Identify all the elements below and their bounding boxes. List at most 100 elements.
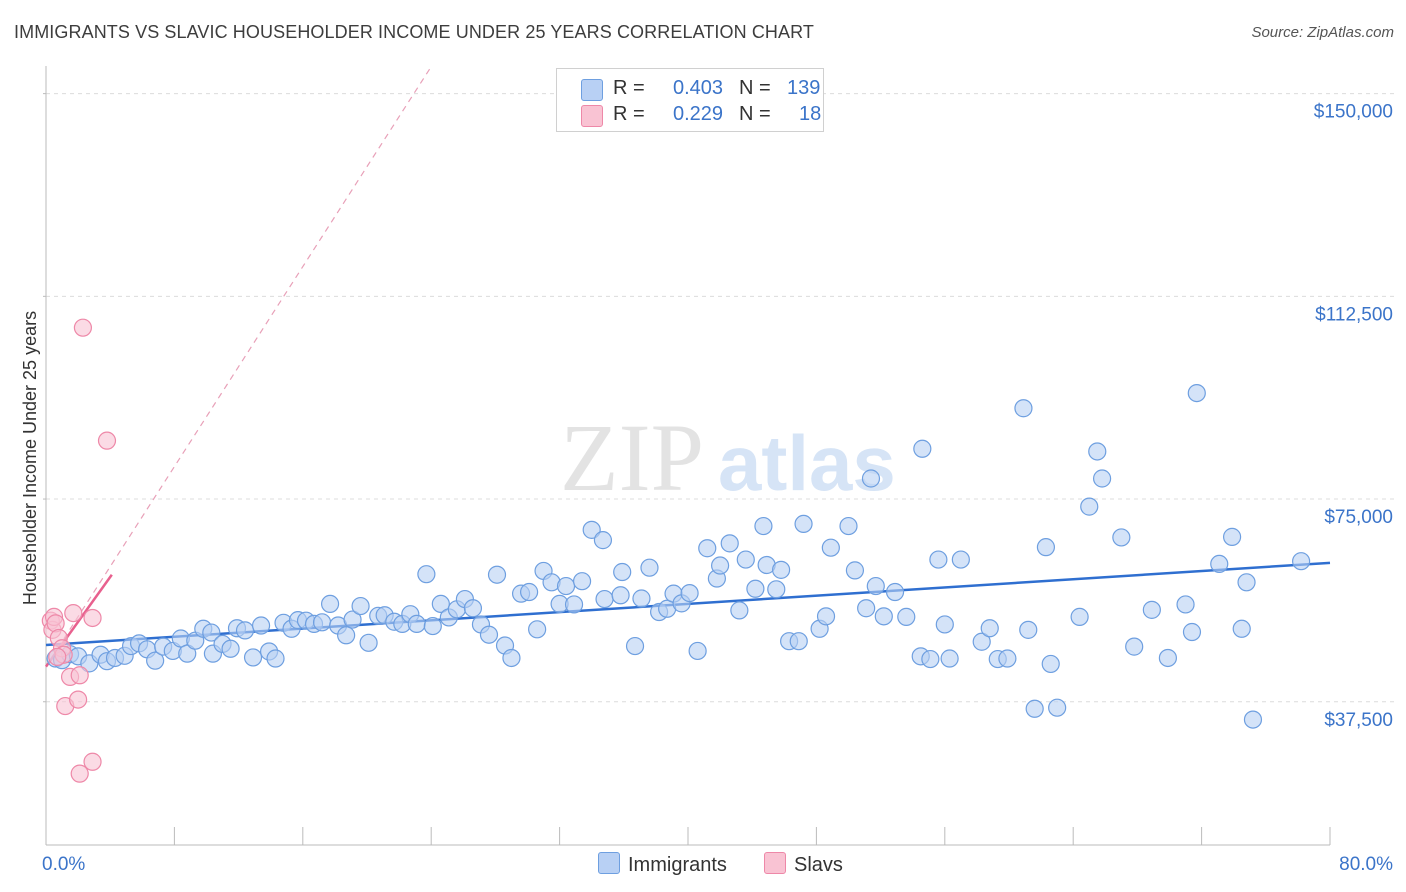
point-immigrants-128 xyxy=(1112,528,1131,547)
point-immigrants-105 xyxy=(885,582,905,602)
point-immigrants-73 xyxy=(625,636,645,656)
point-immigrants-19 xyxy=(202,623,221,642)
point-immigrants-127 xyxy=(1092,469,1112,488)
point-immigrants-67 xyxy=(572,572,592,591)
y-tick-label-2: $112,500 xyxy=(1315,304,1393,325)
point-immigrants-117 xyxy=(998,649,1017,668)
point-immigrants-22 xyxy=(221,639,240,658)
trend-extended-1 xyxy=(45,66,432,667)
point-slavs-17 xyxy=(48,647,67,666)
point-immigrants-16 xyxy=(178,644,197,663)
point-immigrants-75 xyxy=(640,558,659,577)
legend-r-label: R = xyxy=(613,103,645,125)
point-immigrants-46 xyxy=(407,614,426,634)
point-slavs-16 xyxy=(97,431,117,450)
legend-n-label: N = xyxy=(739,103,771,125)
point-immigrants-132 xyxy=(1176,595,1195,614)
bottom-legend-slavs: Slavs xyxy=(764,852,843,877)
point-immigrants-109 xyxy=(921,649,940,669)
legend-r-value: 0.403 xyxy=(673,77,724,99)
point-slavs-14 xyxy=(83,608,102,628)
point-immigrants-126 xyxy=(1088,442,1107,461)
point-immigrants-88 xyxy=(746,579,765,598)
correlation-legend: R = 0.403 N = 139 R = 0.229 N = 18 xyxy=(556,68,824,132)
point-immigrants-94 xyxy=(789,632,808,651)
point-immigrants-111 xyxy=(935,615,954,634)
point-immigrants-113 xyxy=(951,550,970,569)
point-immigrants-123 xyxy=(1048,698,1067,717)
y-axis-title: Householder Income Under 25 years xyxy=(20,311,40,605)
point-immigrants-95 xyxy=(794,514,813,534)
point-immigrants-110 xyxy=(929,550,948,569)
point-immigrants-129 xyxy=(1125,637,1144,656)
point-immigrants-72 xyxy=(613,562,632,582)
watermark-atlas: atlas xyxy=(718,419,896,507)
point-slavs-12 xyxy=(70,764,89,783)
legend-n-label: N = xyxy=(739,77,771,99)
point-slavs-13 xyxy=(73,318,93,337)
point-immigrants-24 xyxy=(235,621,255,640)
point-immigrants-85 xyxy=(720,534,739,553)
point-immigrants-12 xyxy=(146,651,165,670)
point-immigrants-87 xyxy=(736,550,755,569)
legend-n-value: 18 xyxy=(799,103,822,125)
point-immigrants-68 xyxy=(582,520,601,539)
watermark: ZIP atlas xyxy=(560,404,896,511)
point-immigrants-80 xyxy=(680,583,699,603)
point-immigrants-48 xyxy=(423,616,442,636)
point-slavs-11 xyxy=(70,666,89,685)
point-immigrants-112 xyxy=(940,649,959,668)
point-immigrants-81 xyxy=(688,641,707,661)
point-immigrants-47 xyxy=(417,565,436,584)
point-immigrants-65 xyxy=(556,576,576,596)
point-immigrants-61 xyxy=(528,620,547,639)
bottom-legend-swatch-immigrants xyxy=(598,852,620,874)
point-immigrants-55 xyxy=(479,625,499,644)
point-immigrants-100 xyxy=(845,561,865,580)
point-immigrants-125 xyxy=(1080,497,1099,516)
point-immigrants-71 xyxy=(611,586,630,605)
point-immigrants-122 xyxy=(1041,654,1060,674)
point-immigrants-99 xyxy=(839,516,858,536)
point-immigrants-26 xyxy=(251,616,271,635)
bottom-legend-swatch-slavs xyxy=(764,852,786,874)
point-immigrants-102 xyxy=(861,469,881,488)
point-immigrants-82 xyxy=(698,539,717,558)
point-immigrants-25 xyxy=(243,648,263,667)
point-immigrants-139 xyxy=(1243,710,1263,729)
point-immigrants-70 xyxy=(595,589,614,609)
point-immigrants-106 xyxy=(897,607,916,626)
point-immigrants-114 xyxy=(972,632,991,651)
data-points xyxy=(41,318,1311,783)
bottom-legend-label-slavs: Slavs xyxy=(794,854,843,876)
point-immigrants-138 xyxy=(1237,573,1256,592)
gridlines xyxy=(46,93,1394,703)
point-immigrants-136 xyxy=(1222,527,1242,546)
point-immigrants-91 xyxy=(767,580,786,599)
y-tick-label-3: $150,000 xyxy=(1314,102,1393,123)
point-immigrants-66 xyxy=(564,595,584,614)
point-immigrants-115 xyxy=(980,619,999,638)
point-immigrants-40 xyxy=(359,633,378,652)
point-immigrants-56 xyxy=(487,565,507,584)
point-immigrants-97 xyxy=(816,607,836,626)
point-slavs-15 xyxy=(83,752,102,771)
point-slavs-10 xyxy=(68,690,88,709)
chart-title: IMMIGRANTS VS SLAVIC HOUSEHOLDER INCOME … xyxy=(14,22,815,42)
point-immigrants-37 xyxy=(337,626,356,645)
point-immigrants-133 xyxy=(1182,622,1202,642)
bottom-legend-label-immigrants: Immigrants xyxy=(628,854,727,876)
source-label: Source: ZipAtlas.com xyxy=(1251,24,1394,41)
point-immigrants-58 xyxy=(502,648,521,668)
point-immigrants-101 xyxy=(857,599,876,618)
point-immigrants-49 xyxy=(431,594,450,614)
point-immigrants-92 xyxy=(771,560,791,579)
point-immigrants-124 xyxy=(1070,607,1089,626)
point-immigrants-69 xyxy=(593,531,613,550)
point-immigrants-119 xyxy=(1019,620,1038,639)
point-immigrants-74 xyxy=(632,589,651,608)
point-immigrants-60 xyxy=(520,582,539,602)
point-immigrants-131 xyxy=(1158,648,1177,668)
point-immigrants-89 xyxy=(754,516,773,536)
x-tick-label-1: 80.0% xyxy=(1339,854,1393,875)
